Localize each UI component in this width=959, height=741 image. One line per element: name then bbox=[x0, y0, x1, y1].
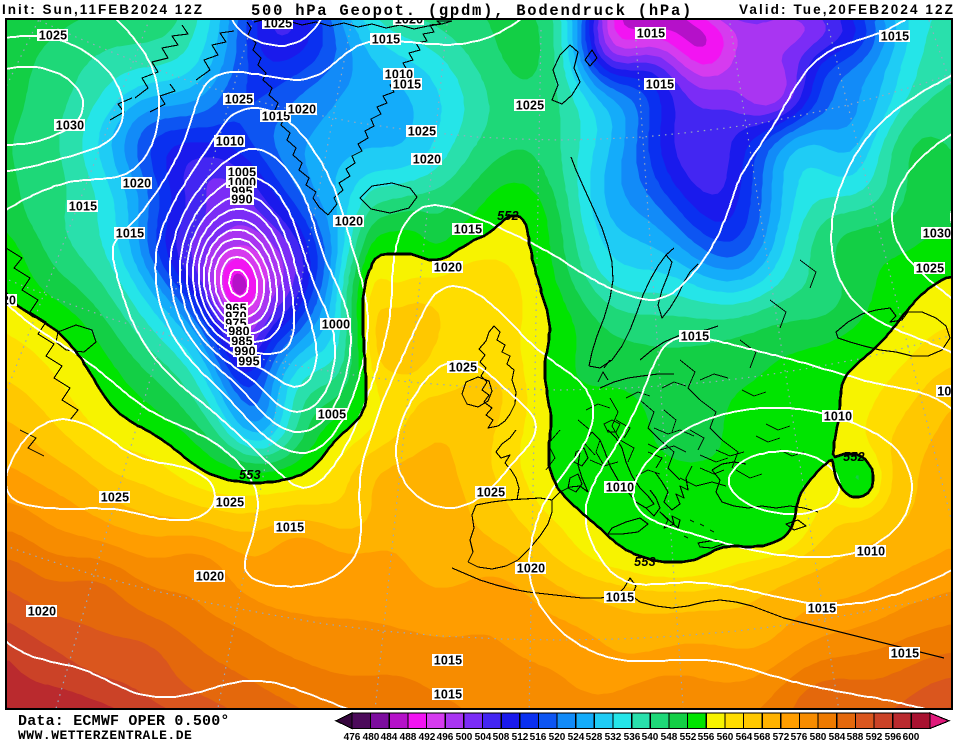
svg-text:480: 480 bbox=[363, 732, 380, 741]
svg-text:568: 568 bbox=[754, 732, 771, 741]
svg-text:Valid: Tue,20FEB2024 12Z: Valid: Tue,20FEB2024 12Z bbox=[739, 2, 955, 17]
svg-text:596: 596 bbox=[885, 732, 902, 741]
svg-text:1010: 1010 bbox=[824, 410, 853, 424]
svg-text:532: 532 bbox=[605, 732, 622, 741]
svg-text:1015: 1015 bbox=[606, 591, 635, 605]
svg-text:1015: 1015 bbox=[372, 33, 401, 47]
svg-text:556: 556 bbox=[698, 732, 715, 741]
svg-text:1020: 1020 bbox=[395, 13, 424, 27]
svg-text:1020: 1020 bbox=[335, 215, 364, 229]
svg-text:WWW.WETTERZENTRALE.DE: WWW.WETTERZENTRALE.DE bbox=[18, 728, 192, 741]
svg-text:1015: 1015 bbox=[116, 227, 145, 241]
svg-text:1020: 1020 bbox=[413, 153, 442, 167]
svg-text:552: 552 bbox=[843, 450, 865, 464]
svg-text:504: 504 bbox=[475, 732, 492, 741]
svg-text:500 hPa Geopot. (gpdm), Bodend: 500 hPa Geopot. (gpdm), Bodendruck (hPa) bbox=[251, 2, 693, 20]
svg-text:553: 553 bbox=[239, 468, 261, 482]
svg-text:1010: 1010 bbox=[606, 481, 635, 495]
svg-text:1025: 1025 bbox=[216, 496, 245, 510]
svg-text:1015: 1015 bbox=[808, 602, 837, 616]
svg-text:496: 496 bbox=[437, 732, 454, 741]
svg-text:1030: 1030 bbox=[923, 227, 952, 241]
svg-text:520: 520 bbox=[549, 732, 566, 741]
svg-text:576: 576 bbox=[791, 732, 808, 741]
svg-text:1015: 1015 bbox=[891, 647, 920, 661]
svg-text:1015: 1015 bbox=[881, 30, 910, 44]
svg-text:508: 508 bbox=[493, 732, 510, 741]
svg-text:564: 564 bbox=[736, 732, 753, 741]
svg-text:1015: 1015 bbox=[637, 27, 666, 41]
svg-text:1025: 1025 bbox=[39, 29, 68, 43]
svg-text:Init: Sun,11FEB2024 12Z: Init: Sun,11FEB2024 12Z bbox=[2, 2, 204, 17]
svg-text:553: 553 bbox=[634, 555, 656, 569]
svg-text:1015: 1015 bbox=[393, 78, 422, 92]
svg-text:560: 560 bbox=[717, 732, 734, 741]
svg-text:1010: 1010 bbox=[216, 135, 245, 149]
svg-text:536: 536 bbox=[624, 732, 641, 741]
svg-text:1015: 1015 bbox=[262, 110, 291, 124]
svg-text:588: 588 bbox=[847, 732, 864, 741]
svg-text:1025: 1025 bbox=[101, 491, 130, 505]
svg-text:580: 580 bbox=[810, 732, 827, 741]
svg-text:1015: 1015 bbox=[681, 330, 710, 344]
svg-text:488: 488 bbox=[400, 732, 417, 741]
svg-text:1015: 1015 bbox=[434, 688, 463, 702]
svg-text:540: 540 bbox=[642, 732, 659, 741]
svg-text:552: 552 bbox=[680, 732, 697, 741]
svg-text:1015: 1015 bbox=[276, 521, 305, 535]
svg-text:1000: 1000 bbox=[322, 318, 351, 332]
svg-text:584: 584 bbox=[829, 732, 846, 741]
svg-text:1020: 1020 bbox=[28, 605, 57, 619]
svg-text:476: 476 bbox=[344, 732, 361, 741]
svg-text:1015: 1015 bbox=[646, 78, 675, 92]
svg-text:1025: 1025 bbox=[916, 262, 945, 276]
svg-text:592: 592 bbox=[866, 732, 883, 741]
svg-text:1025: 1025 bbox=[225, 93, 254, 107]
svg-text:1005: 1005 bbox=[318, 408, 347, 422]
svg-text:20: 20 bbox=[2, 294, 16, 308]
svg-text:1020: 1020 bbox=[196, 570, 225, 584]
svg-text:1020: 1020 bbox=[123, 177, 152, 191]
svg-text:Data: ECMWF OPER 0.500°: Data: ECMWF OPER 0.500° bbox=[18, 713, 230, 730]
svg-text:1025: 1025 bbox=[449, 361, 478, 375]
svg-text:492: 492 bbox=[419, 732, 436, 741]
svg-text:1025: 1025 bbox=[264, 17, 293, 31]
svg-text:500: 500 bbox=[456, 732, 473, 741]
svg-text:1015: 1015 bbox=[454, 223, 483, 237]
svg-text:572: 572 bbox=[773, 732, 790, 741]
svg-text:1020: 1020 bbox=[517, 562, 546, 576]
svg-text:1015: 1015 bbox=[69, 200, 98, 214]
svg-text:990: 990 bbox=[231, 193, 252, 207]
svg-text:1025: 1025 bbox=[516, 99, 545, 113]
svg-text:1020: 1020 bbox=[288, 103, 317, 117]
svg-text:1030: 1030 bbox=[56, 119, 85, 133]
svg-text:548: 548 bbox=[661, 732, 678, 741]
svg-text:995: 995 bbox=[238, 355, 259, 369]
svg-text:1015: 1015 bbox=[434, 654, 463, 668]
svg-text:1020: 1020 bbox=[434, 261, 463, 275]
svg-text:484: 484 bbox=[381, 732, 398, 741]
svg-text:516: 516 bbox=[530, 732, 547, 741]
svg-text:528: 528 bbox=[586, 732, 603, 741]
svg-text:524: 524 bbox=[568, 732, 585, 741]
svg-text:1025: 1025 bbox=[408, 125, 437, 139]
svg-text:552: 552 bbox=[497, 209, 519, 223]
svg-text:1010: 1010 bbox=[857, 545, 886, 559]
svg-text:101: 101 bbox=[937, 385, 958, 399]
svg-text:512: 512 bbox=[512, 732, 529, 741]
svg-text:1025: 1025 bbox=[477, 486, 506, 500]
svg-text:600: 600 bbox=[903, 732, 920, 741]
